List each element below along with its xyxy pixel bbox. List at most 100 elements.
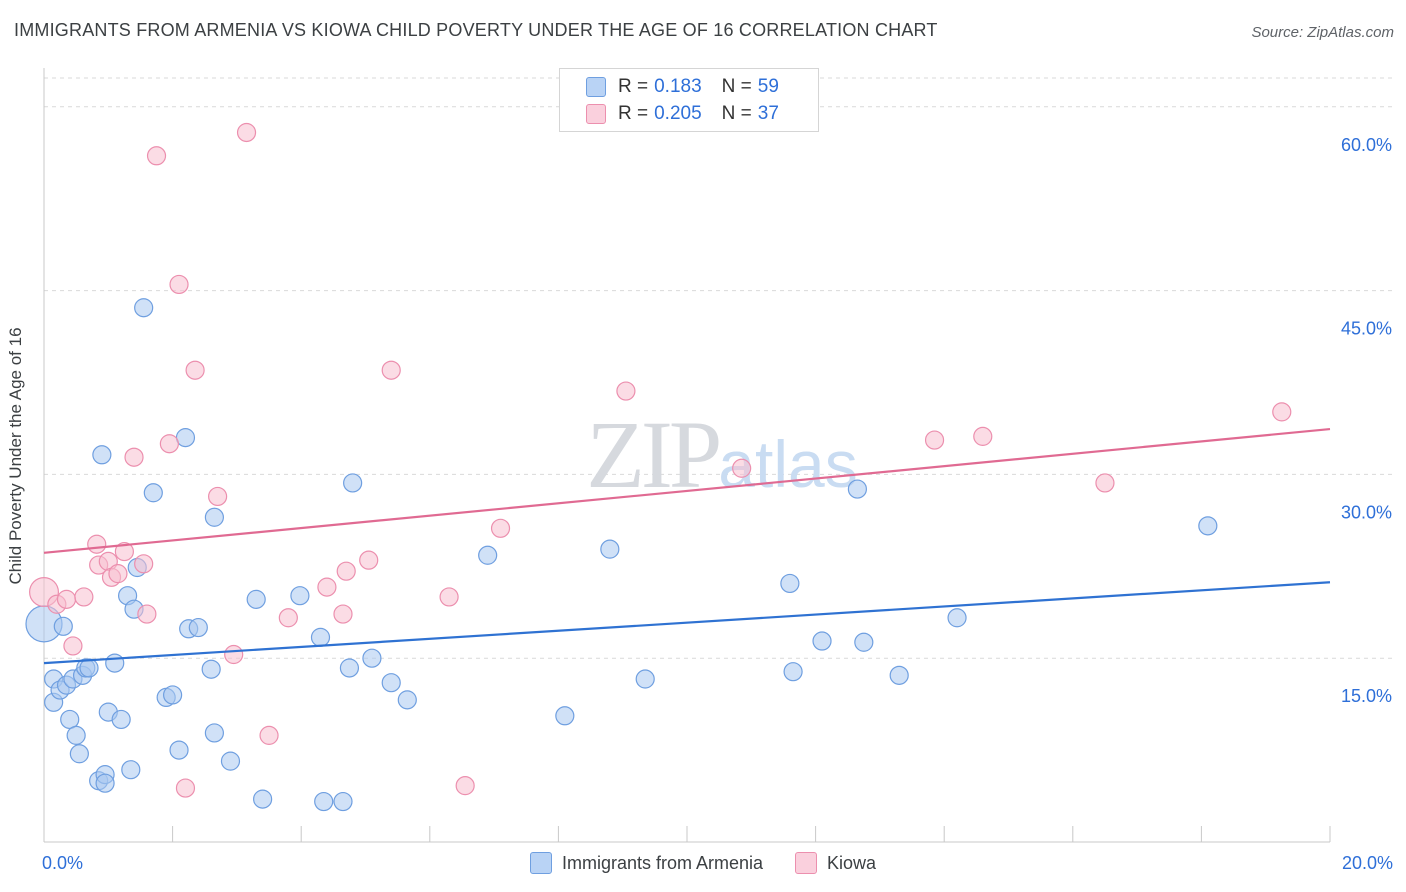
point-kiowa: [439, 587, 459, 607]
tick-labels: 15.0% 30.0% 45.0% 60.0% 0.0% 20.0%: [42, 135, 1393, 873]
y-tick-label: 15.0%: [1341, 686, 1392, 706]
point-kiowa: [124, 447, 144, 467]
point-kiowa: [175, 778, 196, 798]
point-kiowa: [159, 434, 179, 454]
point-armenia: [105, 653, 125, 673]
trend-lines: [43, 427, 1331, 665]
point-armenia: [635, 669, 655, 689]
legend-swatch-blue: [529, 852, 552, 874]
grid-lines: [44, 77, 1395, 659]
legend-swatch-pink: [795, 852, 818, 874]
point-armenia: [143, 483, 163, 503]
legend-item-kiowa[interactable]: Kiowa: [795, 852, 876, 874]
x-tick-label: 0.0%: [42, 853, 83, 873]
point-kiowa: [381, 360, 401, 380]
point-kiowa: [616, 381, 636, 401]
point-armenia: [812, 631, 832, 651]
point-armenia: [478, 545, 498, 565]
point-kiowa: [208, 486, 228, 507]
point-kiowa: [146, 146, 167, 166]
point-kiowa: [224, 644, 244, 665]
point-armenia: [314, 791, 334, 812]
data-points: [25, 122, 1292, 812]
point-kiowa: [333, 604, 353, 624]
point-armenia: [1198, 516, 1218, 536]
point-kiowa: [732, 458, 752, 478]
legend-item-armenia[interactable]: Immigrants from Armenia: [529, 852, 763, 874]
point-kiowa: [114, 541, 134, 562]
watermark: ZIPatlas: [586, 401, 857, 508]
axes: [43, 68, 1331, 843]
point-kiowa: [56, 589, 77, 609]
point-armenia: [163, 685, 183, 705]
point-armenia: [79, 658, 99, 678]
y-tick-label: 30.0%: [1341, 502, 1392, 522]
trend-line-kiowa: [43, 427, 1331, 554]
point-armenia: [188, 617, 208, 638]
point-armenia: [889, 665, 909, 685]
legend-row-armenia: R = 0.183 N = 59: [586, 75, 779, 99]
point-armenia: [253, 789, 273, 809]
point-armenia: [204, 507, 224, 527]
point-armenia: [333, 791, 353, 812]
point-armenia: [310, 627, 331, 647]
point-kiowa: [490, 518, 511, 538]
legend-swatch-blue: [586, 77, 606, 97]
point-armenia: [847, 479, 867, 499]
r-value-kiowa: 0.205: [654, 103, 702, 124]
point-armenia: [69, 744, 89, 764]
point-kiowa: [169, 274, 189, 295]
point-armenia: [343, 473, 363, 493]
point-kiowa: [924, 430, 945, 450]
point-armenia: [53, 616, 73, 636]
point-armenia: [397, 690, 417, 710]
point-armenia: [66, 725, 86, 745]
point-kiowa: [259, 725, 279, 745]
point-kiowa: [359, 550, 379, 570]
point-armenia: [134, 298, 154, 318]
point-kiowa: [87, 534, 107, 554]
point-kiowa: [134, 554, 154, 574]
point-armenia: [204, 723, 224, 743]
point-armenia: [246, 589, 266, 609]
point-armenia: [60, 709, 80, 730]
point-armenia: [220, 751, 241, 771]
point-armenia: [362, 648, 382, 668]
chart-title: IMMIGRANTS FROM ARMENIA VS KIOWA CHILD P…: [14, 20, 938, 40]
legend-swatch-pink: [586, 104, 606, 124]
point-armenia: [290, 586, 310, 606]
r-value-armenia: 0.183: [654, 76, 702, 97]
point-armenia: [780, 573, 800, 594]
point-kiowa: [137, 604, 157, 624]
point-kiowa: [317, 577, 337, 597]
point-kiowa: [1272, 402, 1292, 422]
n-value-kiowa: 37: [757, 103, 779, 124]
point-kiowa: [63, 636, 83, 656]
point-armenia: [111, 709, 131, 730]
watermark-zip: ZIP: [586, 401, 719, 508]
point-kiowa: [278, 608, 298, 628]
point-armenia: [175, 428, 196, 448]
trend-line-armenia: [43, 581, 1331, 665]
point-armenia: [381, 673, 401, 693]
point-kiowa: [455, 776, 475, 796]
point-armenia: [947, 608, 967, 628]
stats-legend: R = 0.183 N = 59 R = 0.205 N = 37: [559, 68, 819, 132]
point-kiowa: [108, 564, 128, 584]
point-armenia: [201, 659, 221, 679]
point-armenia: [854, 632, 874, 652]
point-kiowa: [1095, 473, 1115, 493]
y-tick-label: 45.0%: [1341, 319, 1392, 339]
point-kiowa: [74, 587, 94, 607]
source-label: Source: ZipAtlas.com: [1251, 24, 1394, 41]
legend-row-kiowa: R = 0.205 N = 37: [586, 102, 779, 126]
x-tick-label: 20.0%: [1342, 853, 1393, 873]
point-armenia: [92, 445, 112, 465]
point-kiowa: [185, 360, 205, 380]
point-armenia: [600, 539, 620, 559]
point-armenia: [121, 760, 141, 780]
point-kiowa: [236, 122, 257, 143]
point-kiowa: [336, 561, 356, 581]
point-armenia: [555, 706, 575, 726]
